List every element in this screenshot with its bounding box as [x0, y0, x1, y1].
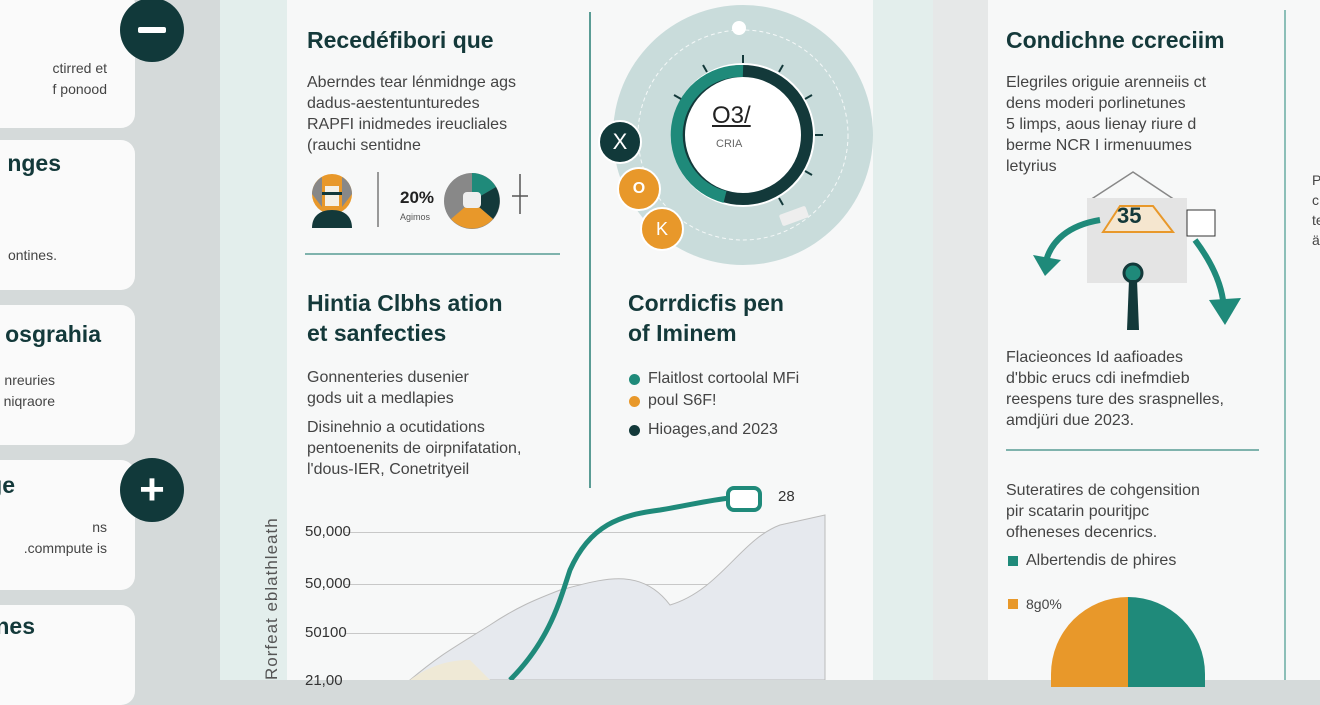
sidebar-card-5[interactable]: ones: [0, 605, 135, 705]
annotation-label: 28: [778, 488, 795, 505]
k-badge[interactable]: K: [640, 207, 684, 251]
card-text: nreuries niqraore: [3, 372, 55, 409]
vertical-axis-label: Rorfeat eblathleath: [262, 517, 281, 680]
sidebar-card-2[interactable]: nges ontines.: [0, 140, 135, 290]
card-title: osgrahia: [5, 321, 101, 347]
section4-body: Elegriles origuie arenneiis ct dens moder…: [1006, 74, 1207, 175]
card-text: ontines.: [7, 247, 57, 263]
gauge-graphic: [613, 5, 873, 265]
right-panel: [988, 0, 1320, 680]
section4-body-3: Suteratires de cohgensition pir scatarin …: [1006, 482, 1200, 541]
left-strip: [220, 0, 288, 680]
section3-title: Corrdicfis pen of Iminem: [628, 290, 784, 346]
legend-item: 8g0%: [1008, 596, 1062, 612]
line-series: [508, 495, 731, 680]
gridline: [345, 532, 825, 533]
house-diagram: [1033, 171, 1241, 330]
middle-strip: [873, 0, 933, 680]
collapse-button[interactable]: [120, 0, 184, 62]
legend-swatch: [1008, 599, 1018, 609]
legend-item: Albertendis de phires: [1008, 552, 1176, 570]
section4-body-2: Flacieonces Id aafioades d'bbic erucs cdi…: [1006, 349, 1224, 429]
section2-body: Gonnenteries dusenier gods uit a medlapie…: [307, 369, 469, 407]
legend-dot: [629, 424, 640, 436]
section-divider: [1006, 449, 1259, 451]
close-badge[interactable]: X: [598, 120, 642, 164]
plus-marker-icon: [512, 174, 528, 214]
o-badge[interactable]: O: [617, 167, 661, 211]
legend-item: Flaitlost cortoolal MFi: [629, 370, 799, 388]
y-tick-label: 50,000: [305, 523, 351, 540]
minus-icon: [138, 27, 166, 33]
card-title: nges: [7, 150, 61, 176]
gauge-center-label: CRIA: [716, 138, 743, 150]
area-series-secondary: [410, 660, 490, 680]
gauge-center-value: O3/: [712, 102, 751, 129]
pie-slice-orange: [1051, 597, 1128, 687]
expand-button[interactable]: +: [120, 458, 184, 522]
stat-value: 20%: [400, 188, 435, 207]
card-title: sge: [0, 472, 15, 498]
column-divider: [589, 12, 591, 488]
section-divider: [305, 253, 560, 255]
middle-gap: [933, 0, 988, 680]
area-series: [409, 514, 826, 680]
legend-dot: [629, 373, 640, 385]
section4-title: Condichne ccreciim: [1006, 27, 1225, 53]
card-text: ns .commpute is: [23, 519, 107, 556]
y-tick-label: 50100: [305, 624, 347, 641]
card-title: ones: [0, 613, 35, 639]
x-icon: X: [612, 129, 628, 154]
segment-donut-icon: [444, 173, 500, 229]
card-text: ctirred et f ponood: [52, 60, 108, 97]
line-chart: [409, 486, 826, 680]
k-label: K: [655, 219, 668, 239]
y-tick-label: 21,00: [305, 672, 343, 689]
legend-item: poul S6F!: [629, 392, 716, 410]
house-value: 35: [1117, 203, 1142, 228]
section2-title: Hintia Clbhs ation et sanfecties: [307, 290, 503, 346]
section1-title: Recedéfibori que: [307, 27, 494, 53]
legend-swatch: [1008, 556, 1018, 566]
plus-icon: +: [139, 465, 165, 514]
legend-item: Hioages,and 2023: [629, 421, 778, 439]
stat-label: Agimos: [400, 212, 431, 222]
section1-body: Aberndes tear lénmidnge ags dadus-aestent…: [307, 74, 517, 154]
sidebar-card-1[interactable]: ctirred et f ponood: [0, 0, 135, 128]
sidebar-card-3[interactable]: osgrahia nreuries niqraore: [0, 305, 135, 445]
pie-chart: [1051, 597, 1205, 687]
person-icon: [312, 174, 352, 228]
annotation-marker: [726, 486, 762, 512]
section2-body-2: Disinehnio a ocutidations pentoenenits de…: [307, 419, 522, 478]
y-tick-label: 50,000: [305, 575, 351, 592]
divider: [377, 172, 379, 227]
pie-slice-teal: [1128, 597, 1205, 687]
o-label: O: [632, 180, 646, 197]
column-divider: [1284, 10, 1286, 680]
legend-dot: [629, 395, 640, 407]
sidebar-card-4[interactable]: sge ns.commpute is: [0, 460, 135, 590]
